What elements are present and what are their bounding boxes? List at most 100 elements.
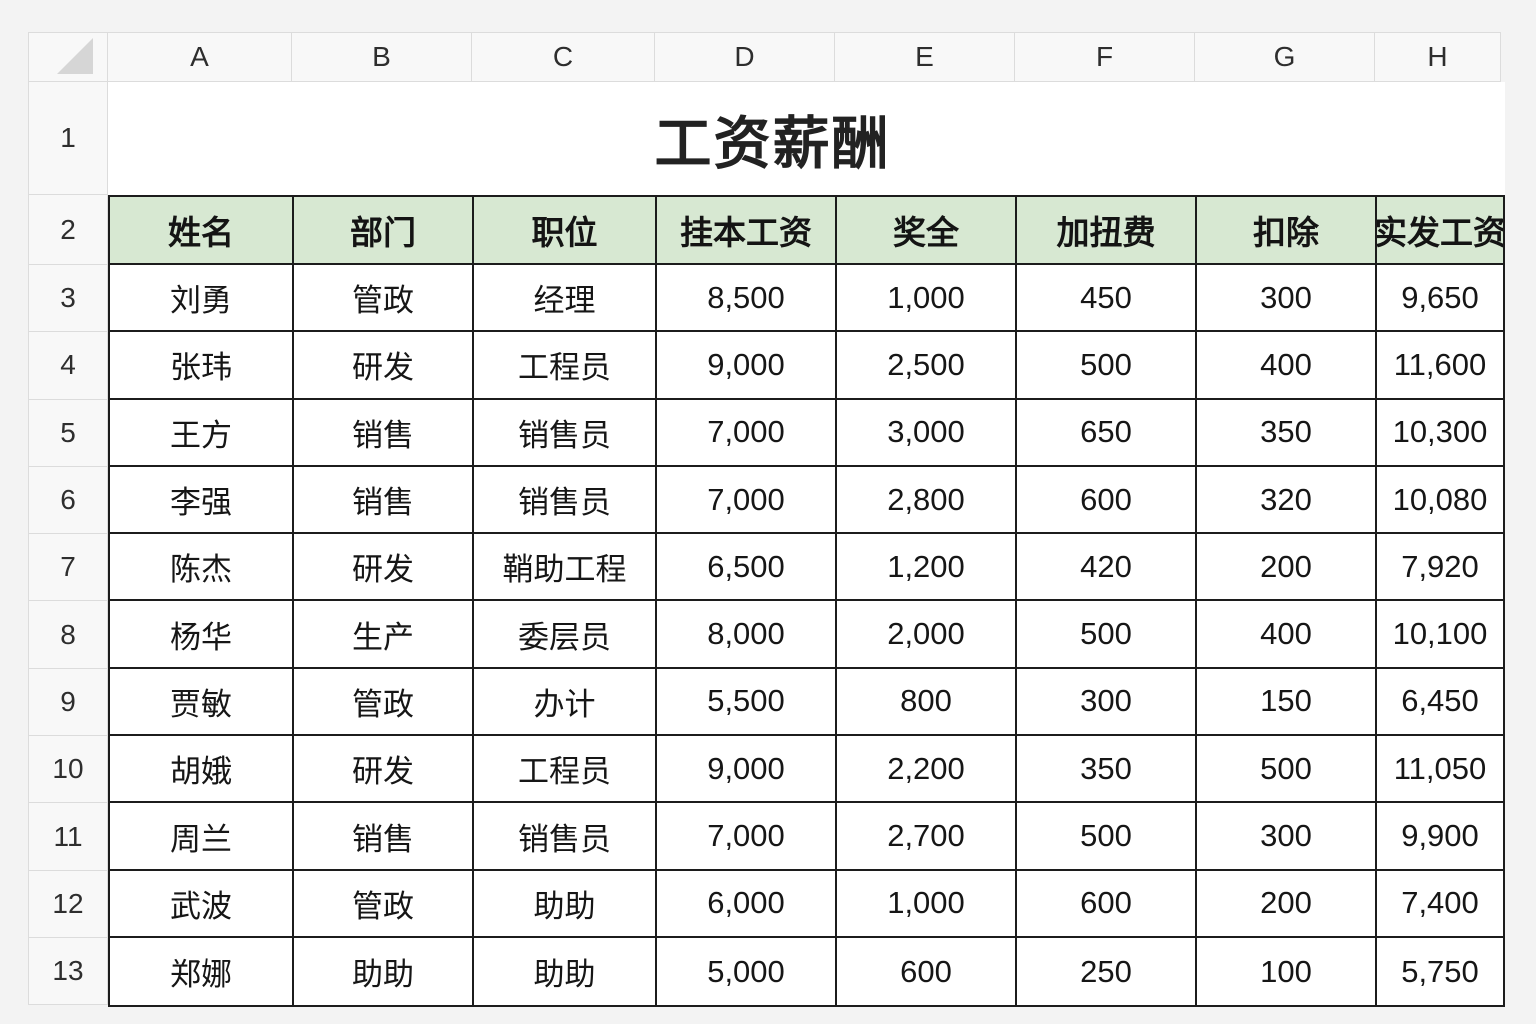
cell-a4[interactable]: 张玮 <box>110 332 294 398</box>
table-header-cell-h[interactable]: 实发工资 <box>1377 214 1503 251</box>
table-header-cell-e[interactable]: 奖全 <box>837 197 1017 263</box>
row-number-2[interactable]: 2 <box>28 195 108 265</box>
cell-d6[interactable]: 7,000 <box>657 466 837 533</box>
cell-b6[interactable]: 销售 <box>294 466 474 533</box>
row-number-1[interactable]: 1 <box>28 82 108 195</box>
cell-b4[interactable]: 研发 <box>294 332 474 398</box>
cell-f3[interactable]: 450 <box>1017 265 1197 331</box>
cell-a13[interactable]: 郑娜 <box>110 937 294 1006</box>
row-number-11[interactable]: 11 <box>28 803 108 871</box>
cell-e5[interactable]: 3,000 <box>837 399 1017 465</box>
cell-d4[interactable]: 9,000 <box>657 332 837 398</box>
cell-d3[interactable]: 8,500 <box>657 265 837 331</box>
table-header-cell-a[interactable]: 姓名 <box>110 197 294 263</box>
cell-d11[interactable]: 7,000 <box>657 803 837 869</box>
cell-a11[interactable]: 周兰 <box>110 803 294 869</box>
cell-e9[interactable]: 800 <box>837 668 1017 735</box>
cell-b5[interactable]: 销售 <box>294 399 474 465</box>
cell-b9[interactable]: 管政 <box>294 668 474 735</box>
cell-g12[interactable]: 200 <box>1197 870 1377 936</box>
select-all-corner[interactable] <box>28 32 108 82</box>
row-number-10[interactable]: 10 <box>28 736 108 804</box>
cell-c6[interactable]: 销售员 <box>474 466 657 533</box>
row-number-4[interactable]: 4 <box>28 332 108 400</box>
cell-h7[interactable]: 7,920 <box>1401 548 1479 584</box>
cell-a5[interactable]: 王方 <box>110 399 294 465</box>
cell-e8[interactable]: 2,000 <box>837 601 1017 667</box>
cell-g5[interactable]: 350 <box>1197 399 1377 465</box>
table-header-cell-g[interactable]: 扣除 <box>1197 197 1377 263</box>
cell-f9[interactable]: 300 <box>1017 668 1197 735</box>
cell-a12[interactable]: 武波 <box>110 870 294 936</box>
cell-a6[interactable]: 李强 <box>110 466 294 533</box>
row-number-3[interactable]: 3 <box>28 265 108 333</box>
cell-g11[interactable]: 300 <box>1197 803 1377 869</box>
table-header-cell-f[interactable]: 加扭费 <box>1017 197 1197 263</box>
cell-e10[interactable]: 2,200 <box>837 736 1017 802</box>
cell-g8[interactable]: 400 <box>1197 601 1377 667</box>
cell-b8[interactable]: 生产 <box>294 601 474 667</box>
cell-b12[interactable]: 管政 <box>294 870 474 936</box>
cell-f5[interactable]: 650 <box>1017 399 1197 465</box>
row-number-7[interactable]: 7 <box>28 534 108 602</box>
cell-g3[interactable]: 300 <box>1197 265 1377 331</box>
cell-f13[interactable]: 250 <box>1017 937 1197 1006</box>
cell-c13[interactable]: 助助 <box>474 937 657 1006</box>
cell-a8[interactable]: 杨华 <box>110 601 294 667</box>
row-number-9[interactable]: 9 <box>28 668 108 737</box>
table-header-cell-d[interactable]: 挂本工资 <box>657 197 837 263</box>
cell-e11[interactable]: 2,700 <box>837 803 1017 869</box>
cell-h6[interactable]: 10,080 <box>1392 481 1488 517</box>
cell-f4[interactable]: 500 <box>1017 332 1197 398</box>
row-number-8[interactable]: 8 <box>28 601 108 669</box>
cell-h9[interactable]: 6,450 <box>1401 683 1479 719</box>
cell-e4[interactable]: 2,500 <box>837 332 1017 398</box>
cell-d10[interactable]: 9,000 <box>657 736 837 802</box>
column-header-h[interactable]: H <box>1375 32 1501 82</box>
cell-g6[interactable]: 320 <box>1197 466 1377 533</box>
column-header-a[interactable]: A <box>108 32 292 82</box>
cell-c7[interactable]: 鞘助工程 <box>474 534 657 600</box>
cell-g7[interactable]: 200 <box>1197 534 1377 600</box>
cell-c3[interactable]: 经理 <box>474 265 657 331</box>
cell-a10[interactable]: 胡娥 <box>110 736 294 802</box>
cell-h4[interactable]: 11,600 <box>1393 346 1487 382</box>
cell-c10[interactable]: 工程员 <box>474 736 657 802</box>
cell-b11[interactable]: 销售 <box>294 803 474 869</box>
cell-a7[interactable]: 陈杰 <box>110 534 294 600</box>
cell-a3[interactable]: 刘勇 <box>110 265 294 331</box>
cell-h10[interactable]: 11,050 <box>1393 750 1487 786</box>
cell-d7[interactable]: 6,500 <box>657 534 837 600</box>
cell-e6[interactable]: 2,800 <box>837 466 1017 533</box>
cell-f11[interactable]: 500 <box>1017 803 1197 869</box>
row-number-6[interactable]: 6 <box>28 466 108 535</box>
cell-h3[interactable]: 9,650 <box>1401 279 1479 315</box>
cell-c5[interactable]: 销售员 <box>474 399 657 465</box>
cell-d5[interactable]: 7,000 <box>657 399 837 465</box>
cell-h8[interactable]: 10,100 <box>1392 616 1488 652</box>
cell-f10[interactable]: 350 <box>1017 736 1197 802</box>
cell-b3[interactable]: 管政 <box>294 265 474 331</box>
cell-h11[interactable]: 9,900 <box>1401 818 1479 854</box>
cell-d13[interactable]: 5,000 <box>657 937 837 1006</box>
cell-f7[interactable]: 420 <box>1017 534 1197 600</box>
cell-f8[interactable]: 500 <box>1017 601 1197 667</box>
column-header-g[interactable]: G <box>1195 32 1375 82</box>
cell-c9[interactable]: 办计 <box>474 668 657 735</box>
cell-b13[interactable]: 助助 <box>294 937 474 1006</box>
cell-h12[interactable]: 7,400 <box>1401 885 1479 921</box>
cell-g9[interactable]: 150 <box>1197 668 1377 735</box>
table-header-cell-b[interactable]: 部门 <box>294 197 474 263</box>
cell-c12[interactable]: 助助 <box>474 870 657 936</box>
cell-e12[interactable]: 1,000 <box>837 870 1017 936</box>
cell-d8[interactable]: 8,000 <box>657 601 837 667</box>
cell-g10[interactable]: 500 <box>1197 736 1377 802</box>
column-header-e[interactable]: E <box>835 32 1015 82</box>
sheet-title-cell[interactable]: 工资薪酬 <box>108 82 1505 195</box>
cell-e3[interactable]: 1,000 <box>837 265 1017 331</box>
row-number-12[interactable]: 12 <box>28 870 108 938</box>
cell-b10[interactable]: 研发 <box>294 736 474 802</box>
cell-f6[interactable]: 600 <box>1017 466 1197 533</box>
cell-f12[interactable]: 600 <box>1017 870 1197 936</box>
cell-c4[interactable]: 工程员 <box>474 332 657 398</box>
